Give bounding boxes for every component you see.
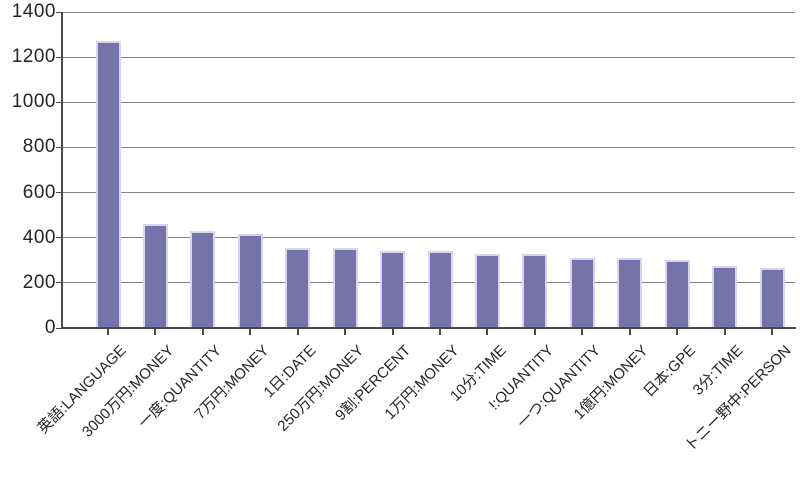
bar [380, 251, 406, 328]
x-axis-category-label: 一つ:QUANTITY [514, 342, 605, 432]
y-axis-tick [56, 11, 62, 13]
y-axis-tick [56, 192, 62, 194]
gridline [62, 192, 795, 194]
y-axis-tick-label: 1200 [11, 46, 56, 68]
y-axis-tick [56, 56, 62, 58]
x-axis-tick [533, 328, 536, 335]
y-axis-tick-label: 1400 [11, 1, 56, 22]
x-axis-tick [296, 328, 299, 335]
y-axis-tick-label: 600 [22, 181, 56, 203]
y-axis-tick [56, 327, 62, 329]
y-axis-tick-label: 400 [22, 226, 56, 248]
x-axis-tick [391, 328, 394, 335]
bar [142, 224, 168, 328]
x-axis-category-label: 一度:QUANTITY [135, 342, 225, 432]
bar [427, 251, 453, 328]
y-axis-tick-label: 800 [22, 136, 56, 158]
y-axis-tick [56, 237, 62, 239]
gridline [62, 56, 795, 58]
x-axis-tick [723, 328, 726, 335]
bar [237, 234, 263, 328]
bar [712, 265, 738, 328]
gridline [62, 11, 795, 13]
bar [190, 230, 216, 328]
bar [569, 258, 595, 328]
x-axis-tick [201, 328, 204, 335]
bar [285, 247, 311, 328]
x-axis-tick [581, 328, 584, 335]
bar [522, 253, 548, 328]
x-axis-category-label: 250万円:MONEY [274, 342, 368, 435]
y-axis-tick-label: 0 [44, 317, 56, 338]
y-axis-line [61, 12, 63, 329]
bar [95, 41, 121, 328]
bar [332, 247, 358, 328]
x-axis-line [61, 327, 796, 329]
gridline [62, 146, 795, 148]
bar [474, 253, 500, 328]
x-axis-category-label: 英語:LANGUAGE [34, 342, 131, 438]
x-axis-tick [154, 328, 157, 335]
x-axis-tick [771, 328, 774, 335]
gridline [62, 237, 795, 239]
x-axis-category-label: 日本:GPE [640, 342, 700, 401]
y-axis-tick-label: 1000 [11, 91, 56, 113]
y-axis-tick-label: 200 [22, 271, 56, 293]
x-axis-tick [344, 328, 347, 335]
x-axis-tick [249, 328, 252, 335]
x-axis-tick [676, 328, 679, 335]
x-axis-tick [439, 328, 441, 335]
y-axis-tick [56, 101, 62, 103]
x-axis-tick [628, 328, 631, 335]
bar [759, 268, 785, 328]
bar [664, 260, 690, 328]
x-axis-tick [107, 328, 109, 335]
y-axis-tick [56, 282, 62, 284]
x-axis-tick [486, 328, 489, 335]
y-axis-tick [56, 146, 62, 148]
bar [617, 258, 643, 328]
gridline [62, 101, 795, 103]
